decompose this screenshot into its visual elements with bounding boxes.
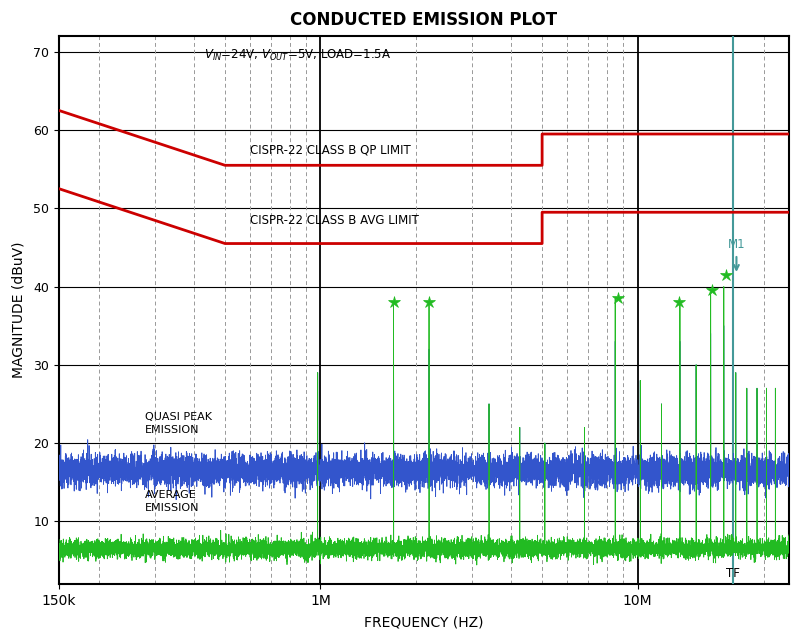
Text: CISPR-22 CLASS B QP LIMIT: CISPR-22 CLASS B QP LIMIT <box>250 143 411 156</box>
Text: QUASI PEAK
EMISSION: QUASI PEAK EMISSION <box>145 412 212 435</box>
Text: TF: TF <box>726 567 740 580</box>
Text: $V_{IN}$=24V, $V_{OUT}$=5V, LOAD=1.5A: $V_{IN}$=24V, $V_{OUT}$=5V, LOAD=1.5A <box>204 48 391 63</box>
Text: M1: M1 <box>728 238 746 270</box>
X-axis label: FREQUENCY (HZ): FREQUENCY (HZ) <box>364 616 484 630</box>
Text: AVERAGE
EMISSION: AVERAGE EMISSION <box>145 490 200 513</box>
Y-axis label: MAGNITUDE (dBuV): MAGNITUDE (dBuV) <box>11 242 25 378</box>
Title: CONDUCTED EMISSION PLOT: CONDUCTED EMISSION PLOT <box>290 11 558 29</box>
Text: CISPR-22 CLASS B AVG LIMIT: CISPR-22 CLASS B AVG LIMIT <box>250 213 419 226</box>
